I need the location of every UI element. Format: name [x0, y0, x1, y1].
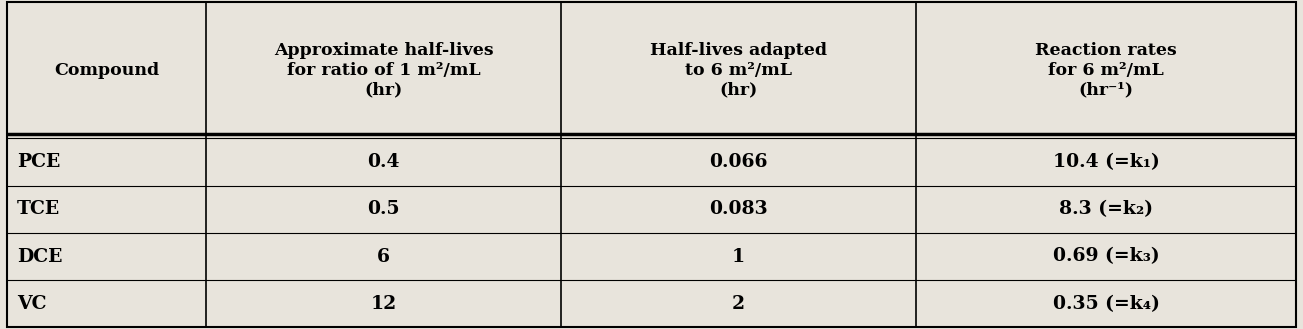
Text: 0.083: 0.083 — [709, 200, 767, 218]
Bar — [7, 233, 1296, 280]
Text: 0.4: 0.4 — [367, 153, 400, 171]
Text: 0.35 (=k₄): 0.35 (=k₄) — [1053, 295, 1160, 313]
Text: VC: VC — [17, 295, 47, 313]
Bar — [7, 2, 1296, 139]
Text: DCE: DCE — [17, 247, 63, 266]
Text: 6: 6 — [378, 247, 391, 266]
Text: 2: 2 — [732, 295, 745, 313]
Bar — [7, 280, 1296, 327]
Text: 1: 1 — [732, 247, 745, 266]
Text: PCE: PCE — [17, 153, 60, 171]
Text: Half-lives adapted
to 6 m²/mL
(hr): Half-lives adapted to 6 m²/mL (hr) — [650, 42, 827, 98]
Text: Reaction rates
for 6 m²/mL
(hr⁻¹): Reaction rates for 6 m²/mL (hr⁻¹) — [1036, 42, 1177, 98]
Bar — [7, 139, 1296, 186]
Text: 0.066: 0.066 — [709, 153, 767, 171]
Text: 12: 12 — [371, 295, 397, 313]
Text: 8.3 (=k₂): 8.3 (=k₂) — [1059, 200, 1153, 218]
Text: Compound: Compound — [53, 62, 159, 79]
Text: 0.69 (=k₃): 0.69 (=k₃) — [1053, 247, 1160, 266]
Text: TCE: TCE — [17, 200, 60, 218]
Bar — [7, 186, 1296, 233]
Text: 0.5: 0.5 — [367, 200, 400, 218]
Text: Approximate half-lives
for ratio of 1 m²/mL
(hr): Approximate half-lives for ratio of 1 m²… — [274, 42, 494, 98]
Text: 10.4 (=k₁): 10.4 (=k₁) — [1053, 153, 1160, 171]
